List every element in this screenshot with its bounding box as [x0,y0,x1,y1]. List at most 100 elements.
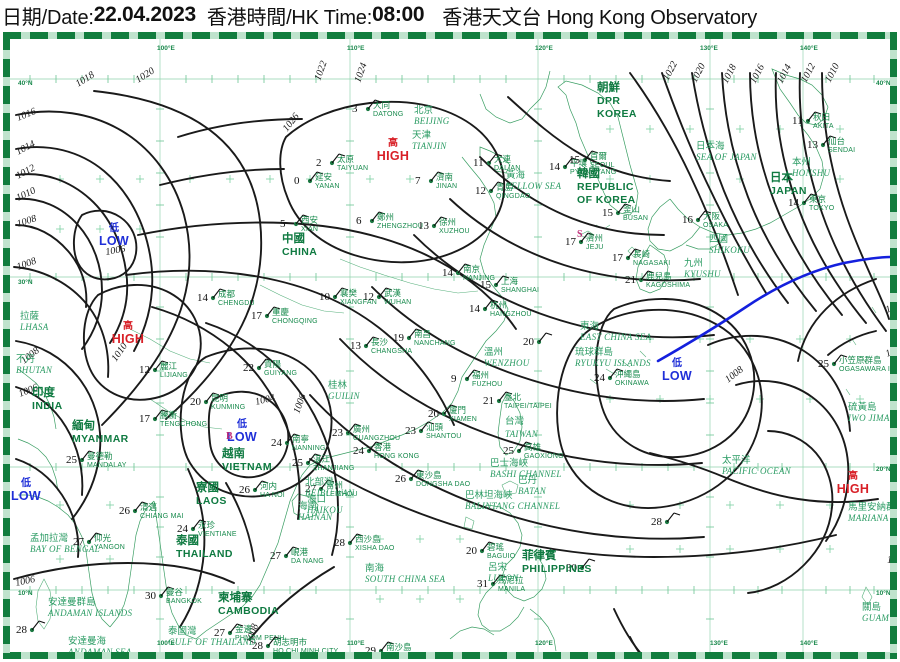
station-name-en: DONGSHA DAO [416,481,471,488]
station-name-en: NANJING [463,275,495,282]
wind-barb [285,546,294,557]
place-label-en: GUILIN [328,391,360,401]
graticule [10,39,890,652]
place-label-cn: 北部灣 [305,476,334,488]
wind-barb [408,328,417,339]
station-plot[interactable]: 28 [651,512,681,528]
pressure-centre-en: HIGH [377,149,409,163]
station-name-cn: 汕頭 [426,422,444,433]
station-plot[interactable]: 29南沙島NANSHA DAO [365,641,434,652]
station-name-cn: 釜山 [623,204,640,215]
trough-line [656,255,890,363]
wind-barb-feather [167,586,175,590]
wind-barb-feather [525,441,533,445]
station-name-cn: 西沙島 [355,534,381,545]
wind-barb [807,111,816,122]
weather-map[interactable]: 1018 1020 1022 1024 1022 1020 1018 1016 1014 1012… [0,30,900,662]
country-label-en: DPR [597,95,620,107]
wind-barb-feather [571,157,579,161]
station-plot[interactable]: 20 [523,332,553,348]
wind-barb [307,453,316,464]
station-temperature: 13 [418,220,430,232]
place-label-cn: 不丹 [16,354,35,365]
map-plot-area[interactable]: 1018 1020 1022 1024 1022 1020 1018 1016 1014 1012… [10,39,890,652]
station-plot[interactable]: 30 [566,558,596,574]
station-name-cn: 廈門 [449,405,466,416]
station-temperature: 14 [197,292,209,304]
wind-barb-feather [440,216,448,220]
station-name-en: MANDALAY [87,462,127,469]
station-name-en: BAGUIO [487,553,516,560]
wind-barb [380,641,389,652]
place-label-en: SEA OF JAPAN [696,152,757,162]
isobar-label: 1012 [799,62,818,85]
station-temperature: 5 [280,218,286,230]
station-plot[interactable]: 28 [16,620,46,636]
station-name-en: YANGON [94,544,125,551]
